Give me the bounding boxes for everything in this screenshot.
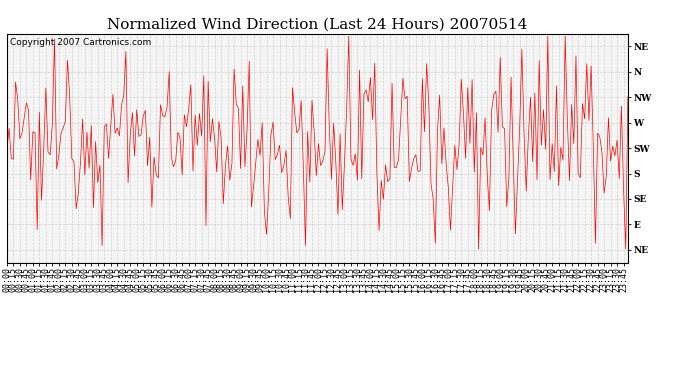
Text: Copyright 2007 Cartronics.com: Copyright 2007 Cartronics.com [10,38,151,47]
Title: Normalized Wind Direction (Last 24 Hours) 20070514: Normalized Wind Direction (Last 24 Hours… [107,17,528,31]
